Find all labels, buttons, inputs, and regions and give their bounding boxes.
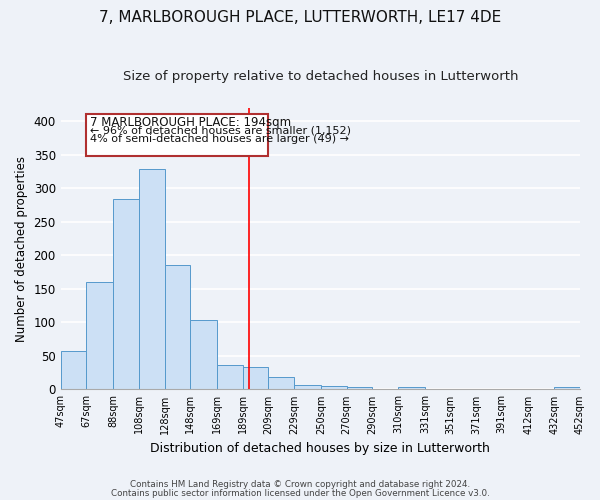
Bar (61, 351, 86, 390)
FancyBboxPatch shape (86, 114, 268, 156)
Bar (113, 199, 139, 390)
Bar (398, 386, 425, 390)
Bar (347, 388, 372, 390)
Text: Contains HM Land Registry data © Crown copyright and database right 2024.: Contains HM Land Registry data © Crown c… (130, 480, 470, 489)
Bar (243, 368, 268, 390)
Bar (268, 378, 294, 390)
Text: Contains public sector information licensed under the Open Government Licence v3: Contains public sector information licen… (110, 488, 490, 498)
Bar (554, 388, 580, 390)
Text: 7, MARLBOROUGH PLACE, LUTTERWORTH, LE17 4DE: 7, MARLBOROUGH PLACE, LUTTERWORTH, LE17 … (99, 10, 501, 25)
Title: Size of property relative to detached houses in Lutterworth: Size of property relative to detached ho… (122, 70, 518, 83)
Text: 4% of semi-detached houses are larger (49) →: 4% of semi-detached houses are larger (4… (90, 134, 349, 144)
Bar (86, 282, 113, 390)
Bar (217, 364, 243, 390)
Bar (294, 386, 321, 390)
Bar (139, 170, 164, 390)
Bar (164, 266, 190, 390)
Y-axis label: Number of detached properties: Number of detached properties (15, 156, 28, 342)
Text: ← 96% of detached houses are smaller (1,152): ← 96% of detached houses are smaller (1,… (90, 125, 351, 135)
Bar (321, 386, 347, 390)
Bar (190, 320, 217, 390)
X-axis label: Distribution of detached houses by size in Lutterworth: Distribution of detached houses by size … (151, 442, 490, 455)
Text: 7 MARLBOROUGH PLACE: 194sqm: 7 MARLBOROUGH PLACE: 194sqm (90, 116, 291, 130)
